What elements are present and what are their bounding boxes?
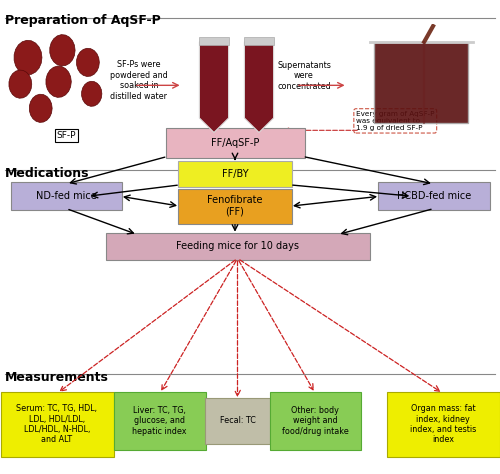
Text: Fenofibrate
(FF): Fenofibrate (FF) (208, 195, 263, 217)
Polygon shape (244, 42, 274, 133)
Text: Preparation of AqSF-P: Preparation of AqSF-P (5, 14, 161, 27)
Text: FF/BY: FF/BY (222, 169, 248, 179)
FancyBboxPatch shape (106, 233, 370, 260)
Text: Medications: Medications (5, 167, 89, 180)
Bar (200, 37, 228, 46)
Text: Other: body
weight and
food/drug intake: Other: body weight and food/drug intake (282, 406, 348, 436)
FancyBboxPatch shape (386, 392, 500, 457)
Polygon shape (9, 70, 32, 98)
Text: Organ mass: fat
index, kidney
index, and testis
index: Organ mass: fat index, kidney index, and… (410, 404, 476, 444)
FancyBboxPatch shape (378, 182, 490, 210)
FancyBboxPatch shape (166, 128, 304, 158)
FancyBboxPatch shape (10, 182, 122, 210)
Text: Feeding mice for 10 days: Feeding mice for 10 days (176, 241, 299, 252)
Text: Liver: TC, TG,
glucose, and
hepatic index: Liver: TC, TG, glucose, and hepatic inde… (132, 406, 187, 436)
Text: Measurements: Measurements (5, 371, 109, 383)
FancyBboxPatch shape (205, 398, 270, 444)
Bar (244, 37, 274, 46)
Polygon shape (76, 48, 100, 76)
FancyBboxPatch shape (0, 392, 114, 457)
Text: Supernatants
were
concentrated: Supernatants were concentrated (277, 61, 331, 91)
Text: HCBD-fed mice: HCBD-fed mice (396, 191, 471, 201)
Polygon shape (200, 42, 228, 133)
Polygon shape (14, 40, 42, 75)
Text: Fecal: TC: Fecal: TC (220, 417, 256, 425)
Text: ND-fed mice: ND-fed mice (36, 191, 96, 201)
Text: Serum: TC, TG, HDL,
LDL, HDL/LDL,
LDL/HDL, N-HDL,
and ALT: Serum: TC, TG, HDL, LDL, HDL/LDL, LDL/HD… (16, 404, 98, 444)
FancyBboxPatch shape (114, 392, 206, 450)
Polygon shape (46, 66, 72, 97)
FancyBboxPatch shape (178, 189, 292, 224)
Text: FF/AqSF-P: FF/AqSF-P (211, 138, 259, 148)
Polygon shape (30, 94, 52, 122)
Polygon shape (82, 81, 102, 106)
Text: SF-P: SF-P (56, 131, 76, 140)
Text: Every gram of AqSF-P
was equivalent to
1.9 g of dried SF-P: Every gram of AqSF-P was equivalent to 1… (356, 111, 434, 131)
Polygon shape (50, 35, 75, 66)
Text: SF-Ps were
powdered and
soaked in
distilled water: SF-Ps were powdered and soaked in distil… (110, 61, 168, 100)
FancyBboxPatch shape (270, 392, 361, 450)
FancyBboxPatch shape (178, 161, 292, 187)
Polygon shape (374, 42, 468, 123)
